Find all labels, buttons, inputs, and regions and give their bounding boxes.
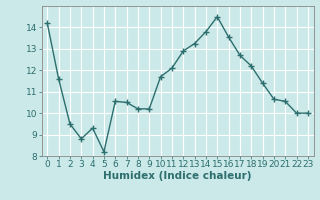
X-axis label: Humidex (Indice chaleur): Humidex (Indice chaleur) bbox=[103, 171, 252, 181]
